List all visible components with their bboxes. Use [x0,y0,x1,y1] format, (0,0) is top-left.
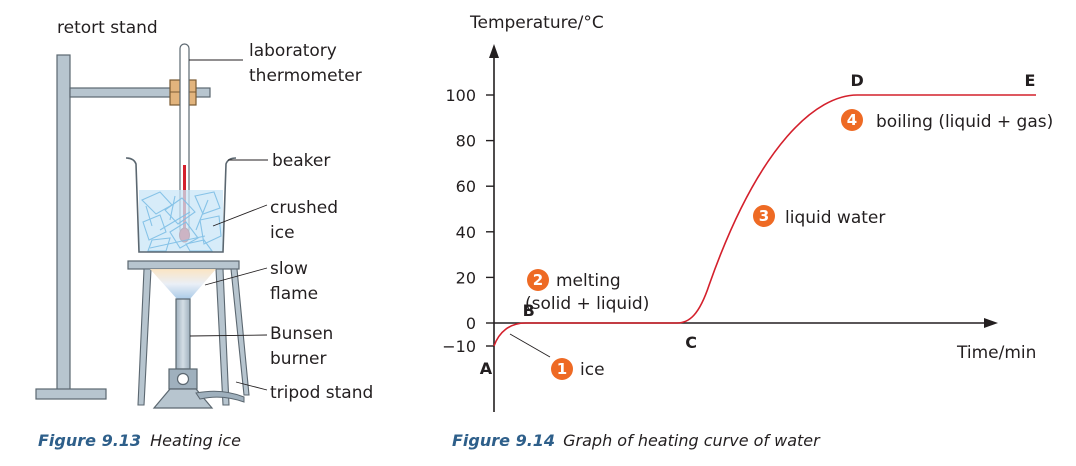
label-tripod-stand: tripod stand [270,383,373,403]
point-label-b: B [523,301,535,320]
beaker [125,157,237,253]
stage-3-badge: 3 liquid water [753,205,885,228]
stage-1-number: 1 [557,360,567,378]
label-beaker: beaker [272,151,330,171]
y-tick-label: 0 [466,314,476,333]
figure-9-13-caption: Figure 9.13 Heating ice [38,431,241,450]
point-label-d: D [850,71,863,90]
label-slow-flame-line2: flame [270,284,318,304]
stage-2-circle [527,269,549,291]
apparatus-leader-lines [189,59,268,391]
stage-1-badge: 1 ice [551,358,605,380]
point-label-a: A [480,359,493,378]
crushed-ice [141,191,222,252]
figure-9-13-text: Heating ice [150,431,241,450]
point-label-c: C [685,333,697,352]
figure-9-14-text: Graph of heating curve of water [563,431,821,450]
y-tick-label: 40 [456,223,476,242]
stage-2-badge: 2 melting (solid + liquid) [525,269,649,314]
stage-1-text: ice [580,360,605,380]
stage-3-number: 3 [759,207,769,225]
point-label-e: E [1025,71,1036,90]
stage-4-circle [841,109,863,131]
stage-1-circle [551,358,573,380]
label-crushed-ice-line1: crushed [270,198,338,218]
figure-9-14-number: Figure 9.14 [452,431,555,450]
label-crushed-ice-line2: ice [270,223,295,243]
stage-1-pointer [509,333,551,358]
figure-9-13-number: Figure 9.13 [38,431,141,450]
slow-flame [150,269,216,299]
stage-4-text: boiling (liquid + gas) [876,112,1053,132]
heating-curve-chart: Temperature/°C Time/min 100806040200−10 … [442,13,1053,450]
x-axis-label: Time/min [956,343,1036,363]
bunsen-burner [152,298,245,409]
y-tick-label: 20 [456,268,476,287]
stage-2-text: melting [556,271,621,291]
stage-4-badge: 4 boiling (liquid + gas) [841,109,1053,132]
y-tick-label: 60 [456,177,476,196]
stage-2-number: 2 [533,271,543,289]
label-bunsen-burner-line1: Bunsen [270,324,333,344]
heating-ice-apparatus: retort stand laboratory thermometer beak… [35,18,373,450]
tripod-stand [127,260,250,406]
y-ticks: 100 80 60 40 20 0 −10 [442,86,494,356]
label-bunsen-burner-line2: burner [270,349,326,369]
chart-axes [489,44,998,412]
y-tick-label: 100 [445,86,476,105]
heating-curve-line [493,94,1036,347]
point-labels: A B C D E [480,71,1036,378]
label-thermometer-line1: laboratory [249,41,337,61]
label-thermometer-line2: thermometer [249,66,362,86]
figure-9-14-caption: Figure 9.14 Graph of heating curve of wa… [452,431,821,450]
stage-3-circle [753,205,775,227]
y-tick-label: 80 [456,132,476,151]
stage-4-number: 4 [847,111,857,129]
label-slow-flame-line1: slow [270,259,308,279]
y-axis-arrow [489,44,499,58]
stage-2-text-line2: (solid + liquid) [525,294,649,314]
x-axis-arrow [984,318,998,328]
stage-3-text: liquid water [785,208,885,228]
y-axis-label: Temperature/°C [469,13,604,33]
y-tick-label: −10 [442,337,476,356]
label-retort-stand: retort stand [57,18,158,38]
